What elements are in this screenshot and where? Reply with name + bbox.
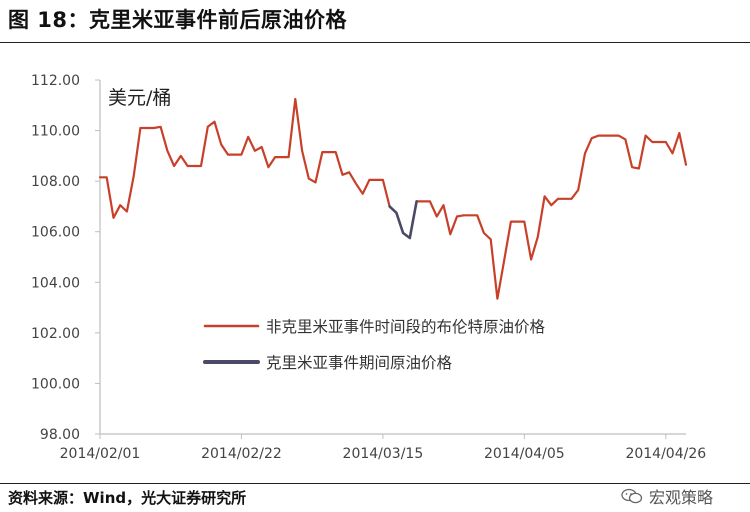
series-layer <box>98 97 688 300</box>
x-tick-label: 2014/04/26 <box>625 446 706 462</box>
legend-label: 克里米亚事件期间原油价格 <box>266 354 453 372</box>
oil-price-line-chart: 美元/桶 98.00 100.00 102.00 104.00 106.00 108.00… <box>31 73 706 462</box>
y-tick-label: 108.00 <box>31 174 80 190</box>
y-tick-label: 112.00 <box>31 73 80 89</box>
watermark-text: 宏观策略 <box>649 488 714 507</box>
figure-title: 图 18：克里米亚事件前后原油价格 <box>8 8 348 32</box>
y-tick-label: 100.00 <box>31 376 80 392</box>
crimea-event-price-line <box>388 200 418 240</box>
x-tick-label: 2014/04/05 <box>484 446 565 462</box>
source-note: 资料来源：Wind，光大证券研究所 <box>8 489 247 507</box>
y-tick-label: 98.00 <box>40 427 80 443</box>
title-divider <box>0 42 750 43</box>
brent-price-line <box>98 97 391 219</box>
y-tick-label: 104.00 <box>31 275 80 291</box>
brent-price-line <box>415 132 688 300</box>
x-tick-label: 2014/02/22 <box>201 446 282 462</box>
x-tick-label: 2014/02/01 <box>60 446 141 462</box>
watermark: 宏观策略 <box>621 484 713 508</box>
wechat-icon <box>621 488 643 504</box>
x-tick-label: 2014/03/15 <box>343 446 424 462</box>
y-tick-label: 102.00 <box>31 326 80 342</box>
y-tick-label: 106.00 <box>31 225 80 241</box>
y-tick-label: 110.00 <box>31 124 80 140</box>
unit-label: 美元/桶 <box>108 87 171 109</box>
source-divider <box>0 483 750 484</box>
axes: 98.00 100.00 102.00 104.00 106.00 108.00 110.0… <box>31 73 706 462</box>
legend-label: 非克里米亚事件时间段的布伦特原油价格 <box>266 318 546 336</box>
